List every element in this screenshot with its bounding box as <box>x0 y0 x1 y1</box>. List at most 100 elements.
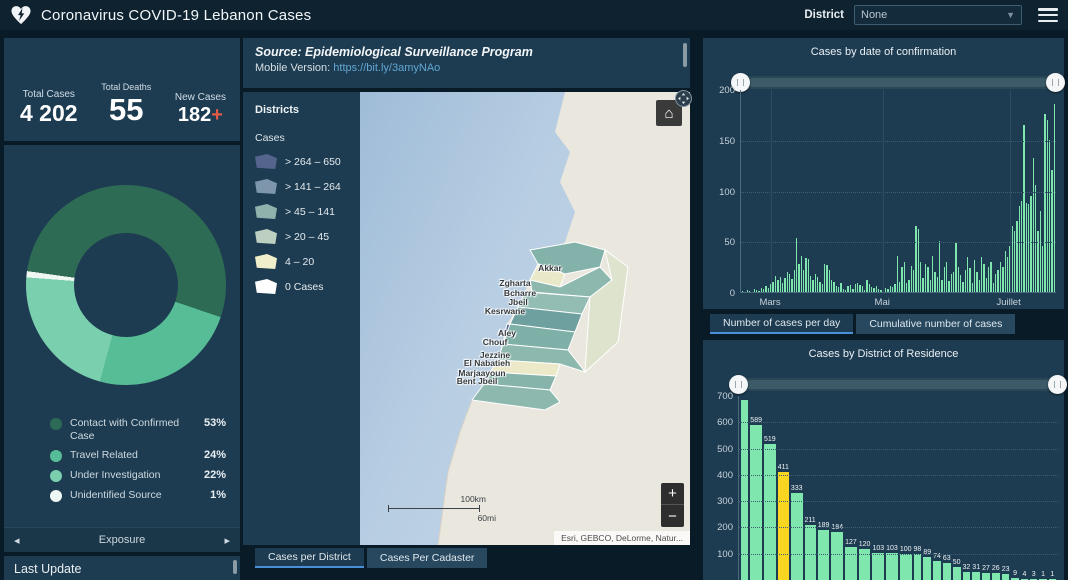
daily-chart-title: Cases by date of confirmation <box>810 46 957 58</box>
exposure-donut-chart[interactable] <box>26 185 226 385</box>
bar <box>899 281 901 292</box>
bar <box>988 266 990 292</box>
bar <box>1016 221 1018 292</box>
daily-bar-chart[interactable] <box>740 90 1056 293</box>
menu-icon[interactable] <box>1038 8 1058 22</box>
legend-item[interactable]: Travel Related 24% <box>50 449 226 463</box>
bar-value-label: 103 <box>886 544 898 552</box>
legend-item[interactable]: Under Investigation 22% <box>50 469 226 483</box>
daily-tab-bar: Number of cases per day Cumulative numbe… <box>710 314 1016 334</box>
y-axis-tick: 600 <box>717 417 733 429</box>
bar <box>774 275 777 292</box>
bar <box>854 283 856 292</box>
carousel-prev-icon[interactable]: ◂ <box>14 534 20 547</box>
tab-cases-per-district[interactable]: Cases per District <box>255 548 364 568</box>
bar <box>831 279 833 292</box>
source-panel: Source: Epidemiological Surveillance Pro… <box>243 38 690 88</box>
legend-dot <box>50 470 62 483</box>
y-axis-tick: 300 <box>717 496 733 508</box>
last-update-title: Last Update <box>14 562 82 576</box>
bar <box>826 264 828 292</box>
bar-group: 100 <box>899 545 912 580</box>
slider-handle-left[interactable] <box>731 73 750 92</box>
bar <box>795 238 798 292</box>
bar <box>866 279 868 292</box>
new-cases-plus: + <box>211 104 223 126</box>
total-deaths-stat: Total Deaths 55 <box>101 82 151 125</box>
zoom-control[interactable]: + − <box>661 483 684 527</box>
legend-class-label: > 141 – 264 <box>285 180 341 193</box>
district-select[interactable]: None ▼ <box>854 5 1022 25</box>
bar <box>852 289 854 292</box>
bar <box>875 285 877 292</box>
bar-group <box>741 399 749 580</box>
district-bar-chart[interactable]: 589 519 411 333 211 189 184 127 120 103 103 100 98 89… <box>738 396 1058 580</box>
tab-cumulative-cases[interactable]: Cumulative number of cases <box>856 314 1016 334</box>
mobile-version-row: Mobile Version: https://bit.ly/3amyNAo <box>255 62 441 74</box>
bar <box>995 273 997 292</box>
legend-swatch <box>255 179 277 194</box>
legend-swatch <box>255 279 277 294</box>
bar-group: 9 <box>1011 570 1019 580</box>
bar <box>809 275 812 292</box>
tab-cases-per-cadaster[interactable]: Cases Per Cadaster <box>366 548 488 568</box>
x-axis-tick: Juillet <box>996 297 1021 308</box>
map-label: Jezzine <box>479 350 511 360</box>
bar <box>1020 200 1023 292</box>
bar <box>886 552 898 580</box>
slider-handle-right[interactable] <box>1048 375 1067 394</box>
bar <box>790 492 803 580</box>
legend-swatch <box>255 254 277 269</box>
map[interactable]: Akkar Zgharta Bcharre Jbeil Kesrwane Aley Chou… <box>360 92 690 545</box>
slider-handle-left[interactable] <box>729 375 748 394</box>
bar-group: 127 <box>845 539 857 580</box>
daily-cases-panel: Cases by date of confirmation 0 50 100 150 2… <box>703 38 1065 309</box>
bar <box>831 531 844 580</box>
bar-value-label: 127 <box>845 538 857 546</box>
panel-expand-icon[interactable] <box>675 90 692 107</box>
bar <box>868 283 870 292</box>
bar <box>976 271 978 292</box>
legend-class-label: > 45 – 141 <box>285 205 335 218</box>
exposure-legend: Contact with Confirmed Case 53% Travel R… <box>50 417 226 503</box>
new-cases-value: 182+ <box>177 104 223 126</box>
zoom-out-icon[interactable]: − <box>668 507 677 525</box>
map-label: Bcharre <box>503 288 537 298</box>
bar <box>962 571 971 580</box>
bar <box>1049 139 1051 292</box>
basemap <box>360 92 690 545</box>
bar-value-label: 27 <box>982 564 990 572</box>
daily-range-slider <box>731 73 1065 92</box>
map-panel: Districts Cases > 264 – 650 > 141 – 264 … <box>243 90 692 545</box>
bar-group: 211 <box>804 517 816 580</box>
bar-value-label: 100 <box>899 545 912 553</box>
bar <box>929 279 931 292</box>
bar <box>786 271 788 292</box>
bar <box>969 267 971 292</box>
bar <box>936 276 938 292</box>
bar <box>750 425 762 580</box>
bar-group: 519 <box>763 436 776 580</box>
scrollbar[interactable] <box>233 560 237 574</box>
bar <box>972 571 981 580</box>
bar <box>1004 251 1006 292</box>
slider-handle-right[interactable] <box>1046 73 1065 92</box>
legend-item[interactable]: Unidentified Source 1% <box>50 489 226 503</box>
bar <box>838 286 840 292</box>
bar <box>1027 203 1030 292</box>
district-range-slider <box>729 375 1067 394</box>
bar <box>938 241 941 292</box>
heart-pulse-logo-icon <box>11 6 31 25</box>
tab-cases-per-day[interactable]: Number of cases per day <box>710 314 854 334</box>
mobile-version-link[interactable]: https://bit.ly/3amyNAo <box>333 62 441 74</box>
carousel-next-icon[interactable]: ▸ <box>224 534 230 547</box>
district-select-value: None <box>861 9 888 21</box>
zoom-in-icon[interactable]: + <box>661 483 684 505</box>
scrollbar[interactable] <box>683 43 687 67</box>
legend-item[interactable]: Contact with Confirmed Case 53% <box>50 417 226 442</box>
bar-value-label: 189 <box>817 522 830 530</box>
legend-class-label: 4 – 20 <box>285 255 315 268</box>
bar <box>859 284 861 292</box>
legend-class-label: > 264 – 650 <box>285 155 341 168</box>
bar-group: 589 <box>750 417 762 580</box>
